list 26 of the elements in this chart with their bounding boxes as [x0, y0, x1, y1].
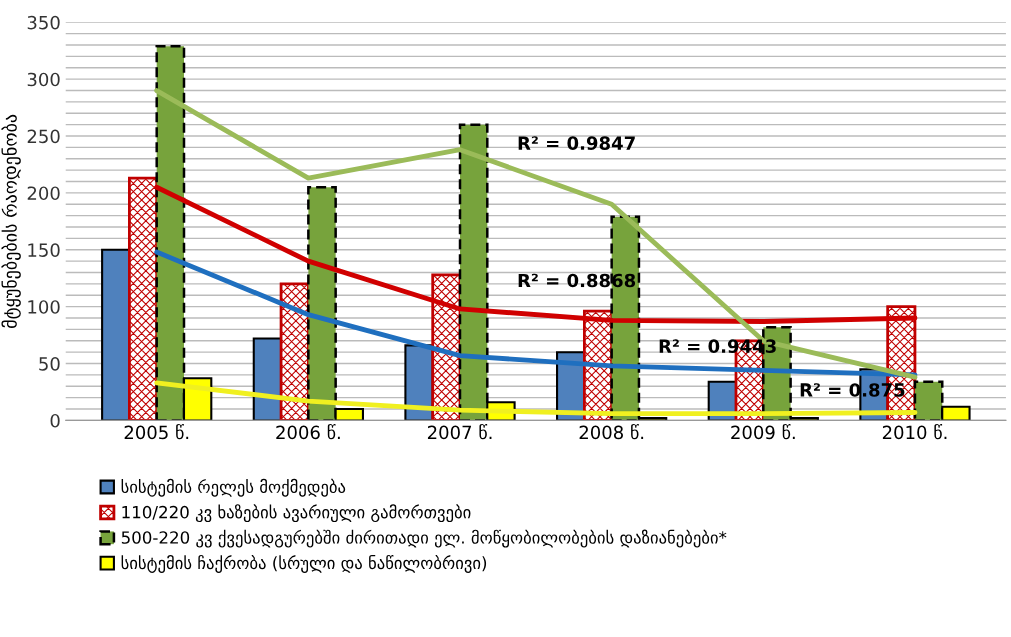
y-tick-label: 50 — [39, 357, 60, 371]
legend-label: 110/220 კვ ხაზების ავარიული გამორთვები — [122, 504, 471, 523]
x-tick-label: 2008 წ. — [579, 423, 644, 440]
annotation: R² = 0.9847 — [518, 136, 635, 150]
line-series — [154, 184, 918, 324]
bar — [128, 176, 159, 421]
line-series — [154, 88, 918, 380]
line-series — [154, 249, 918, 378]
x-tick-label: 2005 წ. — [124, 423, 189, 440]
legend-label: სისტემის რელეს მოქმედება — [121, 478, 346, 497]
line-series — [154, 380, 918, 417]
y-tick-label: 100 — [28, 300, 60, 314]
legend-label: 500-220 კვ ქვესადგურებში ძირითადი ელ. მოწყობილობების დაზიანებები* — [121, 529, 727, 548]
y-tick-label: 350 — [27, 15, 60, 30]
y-tick-label: 200 — [27, 186, 60, 201]
bar — [101, 248, 131, 421]
y-tick-label: 0 — [50, 413, 60, 428]
y-axis-title: მტყუნებების რაოდენობა — [1, 114, 21, 328]
y-tick-label: 150 — [28, 243, 60, 257]
x-tick-label: 2010 წ. — [882, 423, 947, 440]
x-tick-label: 2007 წ. — [427, 423, 492, 440]
x-tick-label: 2006 წ. — [276, 423, 340, 440]
y-tick-label: 250 — [27, 129, 60, 144]
legend-label: სისტემის ჩაქრობა (სრული და ნაწილობრივი) — [121, 555, 487, 573]
y-tick-label: 300 — [27, 72, 60, 87]
x-tick-label: 2009 წ. — [731, 423, 795, 440]
